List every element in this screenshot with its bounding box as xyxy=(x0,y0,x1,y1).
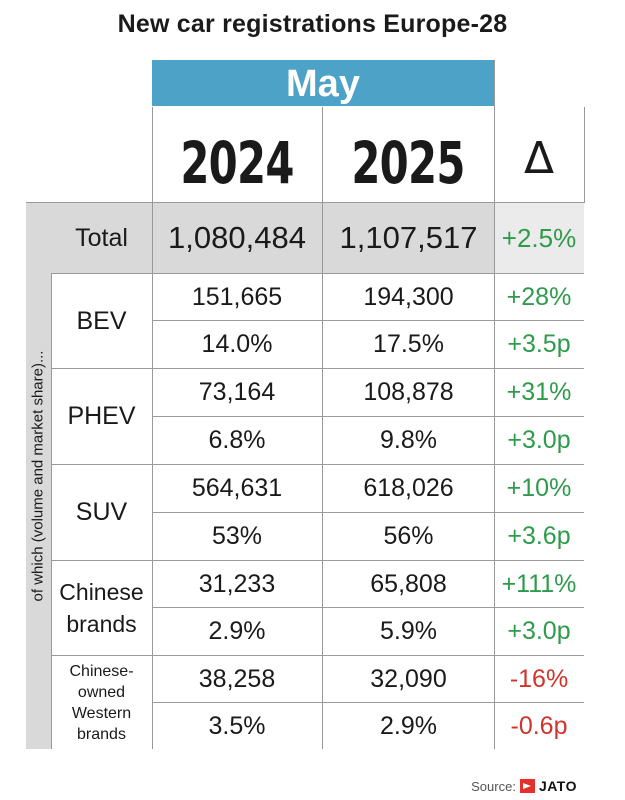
source-credit: Source: JATO xyxy=(471,778,577,794)
cow-volume-2024: 38,258 xyxy=(198,664,276,693)
group-label-phev: PHEV xyxy=(67,402,136,430)
suv-volume-2025: 618,026 xyxy=(363,474,454,502)
grid-line xyxy=(152,320,584,321)
bev-share-2025: 17.5% xyxy=(373,330,444,358)
suv-share-2024: 53% xyxy=(211,522,263,550)
suv-share-delta: +3.6p xyxy=(507,522,571,550)
group-label-chinese-owned-western: Chinese- owned Western brands xyxy=(51,656,152,749)
grid-line xyxy=(152,107,153,749)
bev-volume-2024: 151,665 xyxy=(191,282,283,311)
year-2024-header: 2024 xyxy=(180,129,294,197)
group-label-line: brands xyxy=(77,725,126,743)
group-label-bev: BEV xyxy=(76,306,127,335)
grid-line xyxy=(51,273,52,749)
chinese-volume-2025: 65,808 xyxy=(370,569,447,598)
source-label: Source: xyxy=(471,778,516,794)
cow-volume-delta: -16% xyxy=(509,664,569,693)
delta-header: Δ xyxy=(523,133,555,184)
group-label-line: Chinese xyxy=(59,579,144,605)
chinese-volume-delta: +111% xyxy=(501,569,577,598)
group-label-chinese-brands: Chinese brands xyxy=(51,561,152,655)
total-delta-band xyxy=(494,203,584,273)
bev-volume-delta: +28% xyxy=(506,282,572,311)
grid-line xyxy=(152,416,584,417)
grid-line xyxy=(51,560,584,561)
total-2025: 1,107,517 xyxy=(339,220,478,255)
cow-share-2024: 3.5% xyxy=(208,711,266,740)
grid-line xyxy=(494,60,495,749)
total-2024: 1,080,484 xyxy=(168,220,306,255)
grid-line xyxy=(51,368,584,369)
grid-line xyxy=(51,464,584,465)
phev-share-delta: +3.0p xyxy=(507,426,571,454)
bev-share-2024: 14.0% xyxy=(201,330,273,358)
side-label-bar xyxy=(26,203,51,749)
grid-line xyxy=(51,655,584,656)
chinese-share-2025: 5.9% xyxy=(380,617,437,645)
total-row-band xyxy=(51,203,494,273)
chinese-share-delta: +3.0p xyxy=(507,617,571,645)
month-header: May xyxy=(152,60,494,106)
cow-share-2025: 2.9% xyxy=(380,711,437,740)
cow-share-delta: -0.6p xyxy=(510,711,568,740)
grid-line xyxy=(26,202,584,203)
phev-volume-2024: 73,164 xyxy=(198,378,276,406)
phev-volume-delta: +31% xyxy=(506,378,572,406)
total-label: Total xyxy=(75,223,128,252)
chinese-share-2024: 2.9% xyxy=(208,617,266,645)
grid-line xyxy=(322,107,323,749)
total-delta: +2.5% xyxy=(501,222,577,253)
year-2025-header: 2025 xyxy=(351,129,465,197)
grid-line xyxy=(152,702,584,703)
grid-line xyxy=(51,273,584,274)
chinese-volume-2024: 31,233 xyxy=(198,569,276,598)
cow-volume-2025: 32,090 xyxy=(370,664,447,693)
jato-logo-icon xyxy=(519,779,535,793)
group-label-line: brands xyxy=(66,611,137,637)
grid-line xyxy=(584,107,585,203)
chart-title: New car registrations Europe-28 xyxy=(117,10,508,38)
suv-share-2025: 56% xyxy=(383,522,434,550)
group-label-line: Western xyxy=(71,704,132,722)
suv-volume-2024: 564,631 xyxy=(191,474,283,502)
group-label-line: owned xyxy=(77,683,126,701)
side-label: of which (volume and market share)... xyxy=(29,350,47,602)
suv-volume-delta: +10% xyxy=(506,474,572,502)
bev-volume-2025: 194,300 xyxy=(363,282,454,311)
group-label-line: Chinese- xyxy=(69,662,134,680)
phev-share-2025: 9.8% xyxy=(380,426,437,454)
bev-share-delta: +3.5p xyxy=(507,330,571,358)
phev-share-2024: 6.8% xyxy=(208,426,266,454)
group-label-suv: SUV xyxy=(75,498,128,526)
phev-volume-2025: 108,878 xyxy=(363,378,454,406)
grid-line xyxy=(152,512,584,513)
grid-line xyxy=(152,607,584,608)
source-brand: JATO xyxy=(538,778,577,794)
